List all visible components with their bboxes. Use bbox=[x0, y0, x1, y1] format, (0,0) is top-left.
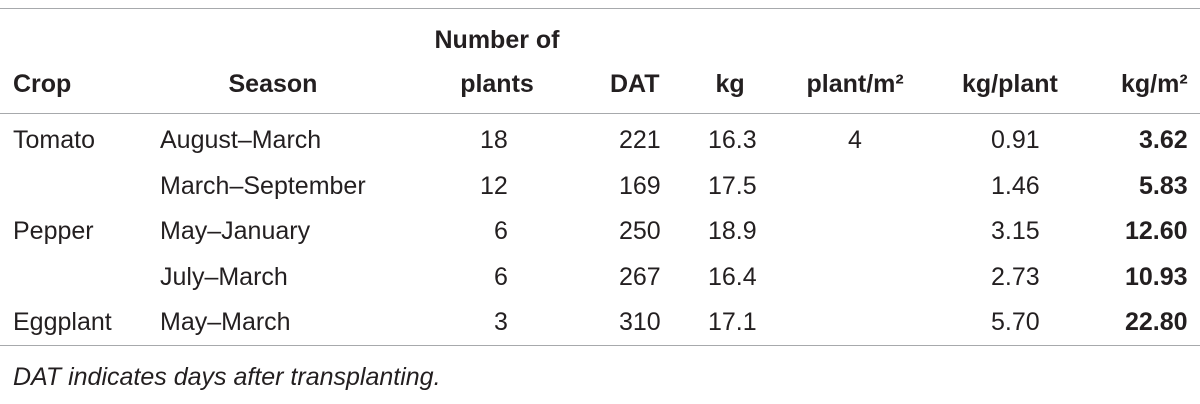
column-header: Crop bbox=[13, 70, 72, 98]
table-cell: 18 bbox=[480, 126, 508, 154]
table-cell: 2.73 bbox=[991, 262, 1040, 291]
column-header: Number of plants bbox=[434, 26, 560, 98]
table-cell: 0.91 bbox=[991, 126, 1040, 154]
column-header: Season bbox=[228, 70, 318, 98]
table-cell: 250 bbox=[619, 217, 661, 245]
table-cell: May–January bbox=[160, 217, 311, 245]
table-cell: 12 bbox=[480, 171, 508, 200]
table-cell: Eggplant bbox=[13, 308, 112, 336]
header-rule bbox=[0, 113, 1200, 114]
table-cell: 1.46 bbox=[991, 171, 1040, 200]
top-rule bbox=[0, 8, 1200, 9]
table-cell: 169 bbox=[619, 171, 661, 200]
table-cell: 22.80 bbox=[1125, 308, 1188, 336]
table-cell: July–March bbox=[160, 262, 288, 291]
table-cell: 10.93 bbox=[1125, 262, 1188, 291]
table-cell: Tomato bbox=[13, 126, 95, 154]
table-cell: 16.3 bbox=[708, 126, 757, 154]
table-cell: March–September bbox=[160, 171, 366, 200]
table-cell: 12.60 bbox=[1125, 217, 1188, 245]
footnote: DAT indicates days after transplanting. bbox=[13, 363, 441, 391]
table-cell: 6 bbox=[494, 262, 508, 291]
table-cell: August–March bbox=[160, 126, 322, 154]
column-header: DAT bbox=[610, 70, 660, 98]
table-cell: 221 bbox=[619, 126, 661, 154]
column-header: kg bbox=[715, 70, 745, 98]
table-cell: 310 bbox=[619, 308, 661, 336]
column-header: kg/m² bbox=[1121, 70, 1188, 98]
column-header: plant/m² bbox=[806, 70, 904, 98]
table-cell: 3.15 bbox=[991, 217, 1040, 245]
table-cell: 16.4 bbox=[708, 262, 757, 291]
table-cell: 267 bbox=[619, 262, 661, 291]
table-cell: 5.83 bbox=[1139, 171, 1188, 200]
table-cell: 18.9 bbox=[708, 217, 757, 245]
table-cell: 17.1 bbox=[708, 308, 757, 336]
table-cell: 17.5 bbox=[708, 171, 757, 200]
table-cell: 4 bbox=[848, 126, 862, 154]
table-cell: Pepper bbox=[13, 217, 94, 245]
table-cell: 3 bbox=[494, 308, 508, 336]
bottom-rule bbox=[0, 345, 1200, 346]
table-cell: 3.62 bbox=[1139, 126, 1188, 154]
table-cell: 6 bbox=[494, 217, 508, 245]
table-cell: 5.70 bbox=[991, 308, 1040, 336]
column-header: kg/plant bbox=[962, 70, 1058, 98]
table-cell: May–March bbox=[160, 308, 291, 336]
